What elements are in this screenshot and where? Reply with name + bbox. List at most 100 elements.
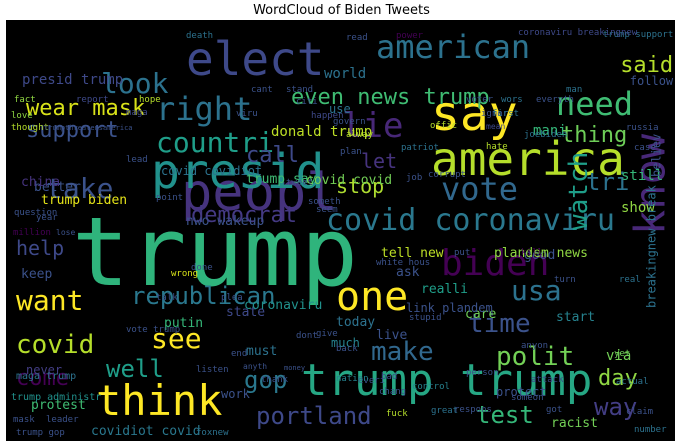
word-cloud-word: still xyxy=(621,168,663,184)
word-cloud-word: someon xyxy=(511,393,544,403)
word-cloud-word: work xyxy=(221,387,251,401)
word-cloud-word: american xyxy=(376,28,530,66)
word-cloud-word: everi xyxy=(358,376,385,386)
word-cloud-word: voter xyxy=(466,95,494,105)
word-cloud-word: right xyxy=(156,90,252,128)
word-cloud-word: alway xyxy=(346,130,374,140)
word-cloud-word: tweet xyxy=(286,178,313,188)
word-cloud-word: lead xyxy=(126,155,148,165)
word-cloud-word: power xyxy=(396,31,424,41)
word-cloud-word: plea xyxy=(221,293,243,303)
word-cloud-word: thing xyxy=(561,123,627,148)
word-cloud-word: peopl xyxy=(181,163,338,223)
word-cloud-word: tri xyxy=(586,168,629,196)
word-cloud-word: presid xyxy=(151,144,324,200)
word-cloud-word: test xyxy=(476,401,534,429)
word-cloud-word: anyon xyxy=(521,341,548,351)
word-cloud-word: mani xyxy=(533,123,567,139)
word-cloud-word: racist xyxy=(551,416,598,431)
word-cloud-word: covid covidiot xyxy=(161,164,262,178)
word-cloud-word: real xyxy=(619,275,641,285)
word-cloud-word: wear mask xyxy=(26,96,145,121)
word-cloud-word: report xyxy=(76,95,109,105)
word-cloud-word: hate xyxy=(486,142,508,152)
word-cloud-word: love xyxy=(11,111,33,121)
word-cloud-word: chang xyxy=(379,387,406,397)
word-cloud-word: patriot xyxy=(401,143,439,153)
word-cloud-word: link plandem xyxy=(406,301,493,315)
word-cloud-word: everyth xyxy=(536,95,574,105)
word-cloud-word: russia xyxy=(626,123,659,133)
word-cloud-word: person xyxy=(466,368,499,378)
word-cloud-word: point xyxy=(156,193,183,203)
word-cloud-word: covid xyxy=(16,330,94,360)
word-cloud-word: protest xyxy=(31,398,86,413)
word-cloud-word: job xyxy=(406,173,422,183)
word-cloud-word: lose xyxy=(56,228,75,237)
word-cloud-word: portland xyxy=(256,402,372,430)
word-cloud-word: tell new xyxy=(381,246,444,261)
word-cloud-word: nation xyxy=(336,374,369,384)
word-cloud-word: support xyxy=(26,118,119,143)
word-cloud-word: coronaviru xyxy=(244,298,322,313)
word-cloud-word: thought xyxy=(11,123,49,133)
word-cloud-word: offic xyxy=(430,121,457,131)
word-cloud-word: realli xyxy=(421,282,468,297)
word-cloud-word: corrupt xyxy=(428,170,466,180)
word-cloud-word: claim xyxy=(626,407,653,417)
word-cloud-word: ask xyxy=(396,265,420,280)
word-cloud-word: china xyxy=(21,175,60,190)
word-cloud-word: question xyxy=(14,208,57,218)
word-cloud-word: need xyxy=(556,85,633,123)
word-cloud-word: come xyxy=(16,366,69,391)
word-cloud-word: breakingnew break xyxy=(645,184,659,308)
word-cloud-word: polit xyxy=(496,342,574,372)
word-cloud-word: plan xyxy=(340,147,362,157)
word-cloud-word: bad xyxy=(381,372,397,382)
word-cloud-word: end xyxy=(231,349,247,359)
word-cloud-word: kill xyxy=(521,248,543,258)
word-cloud-word: show xyxy=(621,200,655,216)
word-cloud-word: time xyxy=(468,309,531,339)
word-cloud-word: talk xyxy=(156,293,178,303)
word-cloud-word: anyth xyxy=(243,362,267,371)
word-cloud-word: think xyxy=(96,376,222,425)
word-cloud-word: better xyxy=(34,180,81,195)
word-cloud-word: democrat xyxy=(191,203,297,228)
word-cloud-word: look xyxy=(101,67,169,100)
word-cloud-word: must xyxy=(246,344,277,359)
word-cloud-word: covid coronaviru xyxy=(326,203,615,238)
word-cloud-word: coronaviru breakingnew xyxy=(518,28,638,38)
word-cloud-word: trump trump xyxy=(301,355,592,406)
word-cloud-word: case xyxy=(634,143,656,153)
word-cloud-word: got xyxy=(546,405,562,415)
word-cloud-word: live xyxy=(376,328,407,343)
word-cloud-word: state xyxy=(226,305,265,320)
word-cloud-word: even news trump xyxy=(291,85,490,110)
word-cloud-word: usa xyxy=(511,274,562,307)
word-cloud-word: hope xyxy=(139,95,161,105)
word-cloud-word: control xyxy=(412,382,450,392)
word-cloud-word: trump biden xyxy=(41,193,127,208)
word-cloud-word: make xyxy=(371,337,434,367)
word-cloud-word: back xyxy=(336,344,358,354)
word-cloud-word: start xyxy=(556,310,595,325)
word-cloud-word: day xyxy=(598,366,638,391)
word-cloud-word: read xyxy=(346,33,368,43)
word-cloud-word: give xyxy=(316,329,338,339)
word-cloud-word: well xyxy=(106,355,164,383)
word-cloud-word: trump support xyxy=(603,30,673,40)
word-cloud-word: protect xyxy=(496,385,547,399)
word-cloud-word: joebiden xyxy=(524,130,567,140)
word-cloud-word: death xyxy=(186,31,213,41)
word-cloud-word: ignor xyxy=(481,109,509,119)
word-cloud-word: way xyxy=(594,393,637,421)
chart-title: WordCloud of Biden Tweets xyxy=(253,3,430,18)
word-cloud-word: say xyxy=(431,86,518,142)
word-cloud-word: never xyxy=(26,363,62,377)
word-cloud-word: countri xyxy=(156,126,274,159)
word-cloud-word: care xyxy=(465,307,496,322)
word-cloud-word: said xyxy=(620,53,673,78)
word-cloud-word: good xyxy=(524,248,555,263)
